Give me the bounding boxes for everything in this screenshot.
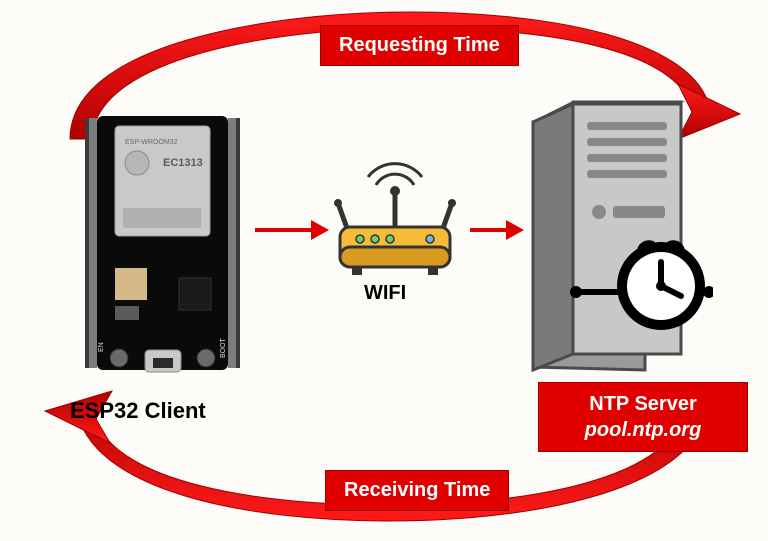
esp32-board: EC1313 ESP-WROOM32 EN BOOT [85,108,240,378]
arrow-wifi-to-server [470,228,510,232]
ntp-host: pool.ntp.org [557,417,729,443]
label-receiving: Receiving Time [325,470,509,511]
label-requesting: Requesting Time [320,25,519,66]
wifi-router [330,155,460,280]
ntp-server [513,92,713,372]
diagram-canvas: EC1313 ESP-WROOM32 EN BOOT [0,0,768,541]
label-ntp-server: NTP Server pool.ntp.org [538,382,748,452]
svg-text:ESP-WROOM32: ESP-WROOM32 [125,139,178,146]
label-esp32: ESP32 Client [70,398,206,424]
svg-text:BOOT: BOOT [220,337,227,358]
label-wifi: WIFI [364,282,406,305]
svg-text:EN: EN [98,342,105,352]
ntp-title: NTP Server [557,391,729,417]
arrow-esp-to-wifi [255,228,315,232]
svg-text:EC1313: EC1313 [163,157,203,169]
